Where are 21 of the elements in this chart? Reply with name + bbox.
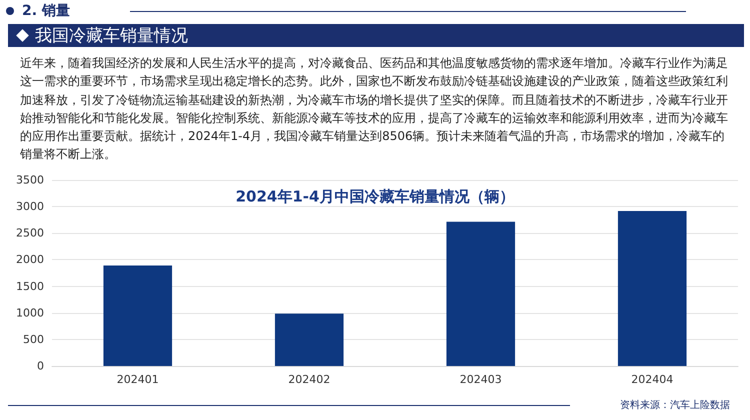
y-tick-label: 1500 [16,280,44,293]
y-tick-label: 0 [37,360,44,372]
text: 资料来源：汽车上险数据 [620,398,730,412]
y-tick-label: 3000 [16,200,44,214]
y-tick-label: 3500 [16,174,44,186]
bar [446,222,516,366]
x-tick-label: 202403 [460,373,502,386]
text: 2024年1-4月中国冷藏车销量情况（辆） [236,188,514,206]
text: 2. 销量 [22,2,70,20]
text: 我国冷藏车销量情况 [35,25,188,47]
x-tick-label: 202402 [288,373,330,386]
x-tick-label: 202404 [631,373,674,386]
x-tick-label: 202401 [116,373,159,386]
bar [103,266,172,366]
text: 近年来，随着我国经济的发展和人民生活水平的提高，对冷藏食品、医药品和其他温度敏感货物的需求逐年增加。冷藏车行业作为满足这一需求的重要环节，市场需求呈现出稳定增长的态势。此外，国家也不断发布鼓励冷链基础设施建设的产业政策，随着这些政策红利加速释放，引发了冷链物流运输基础建设的新热潮，为冷藏车市场的增长提供了坚实的保障。而且随着技术的不断进步，冷藏车行业开始推动智能化和节能化发展。智能化控制系统、新能源冷藏车等技术的应用，提高了冷藏车的运输效率和能源利用效率，进而为冷藏车的应用作出重要贡献。据统计，2024年1-4月，我国冷藏车销量达到8506辆。预计未来随着气温的升高，市场需求的增加，冷藏车的销量将不断上涨。 [20,55,729,164]
y-tick-label: 2500 [16,226,44,240]
y-tick-label: 500 [23,332,44,346]
y-tick-label: 1000 [16,306,44,320]
bar [618,211,687,366]
y-tick-label: 2000 [16,253,44,266]
bar [274,314,344,366]
